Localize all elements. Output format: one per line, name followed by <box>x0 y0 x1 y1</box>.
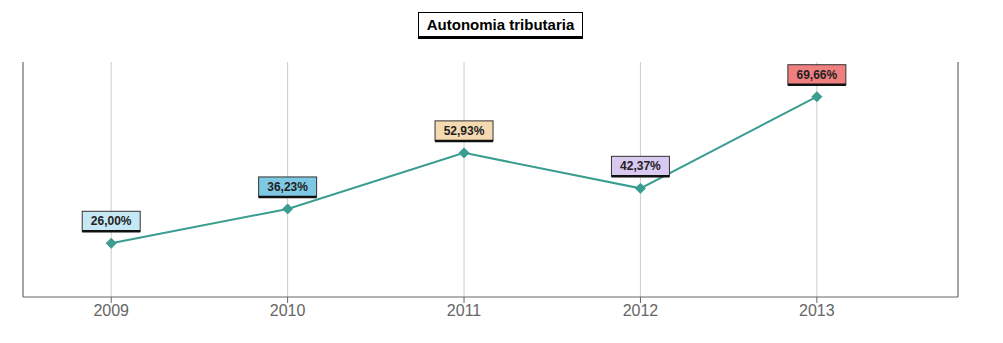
html-text:Autonomia tributaria: Autonomia tributaria <box>426 16 575 33</box>
svg-text:2011: 2011 <box>447 302 482 319</box>
svg-text:52,93%: 52,93% <box>444 124 485 138</box>
svg-text:2012: 2012 <box>623 302 659 319</box>
svg-text:2013: 2013 <box>799 302 835 319</box>
svg-text:26,00%: 26,00% <box>91 214 132 228</box>
svg-text:69,66%: 69,66% <box>797 68 838 82</box>
svg-text:36,23%: 36,23% <box>267 180 308 194</box>
svg-text:42,37%: 42,37% <box>620 159 661 173</box>
svg-text:2009: 2009 <box>93 302 129 319</box>
svg-text:2010: 2010 <box>270 302 306 319</box>
